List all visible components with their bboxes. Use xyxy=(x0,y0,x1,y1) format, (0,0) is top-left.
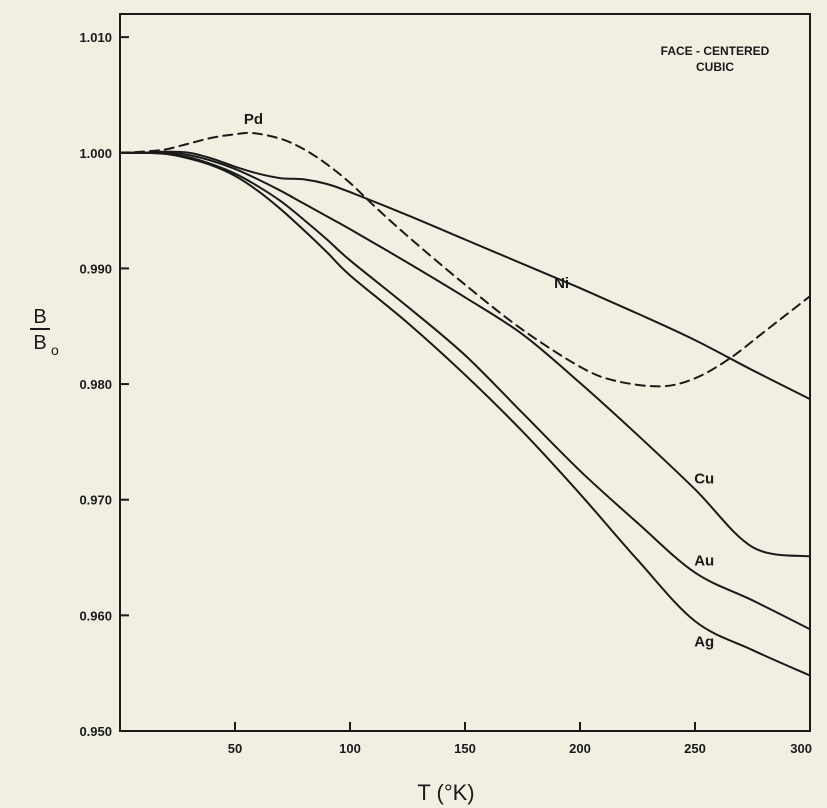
x-tick-label: 200 xyxy=(569,741,591,756)
y-axis-title: B B o xyxy=(30,306,59,358)
series-layer: Pd Ni Cu Au Ag xyxy=(119,111,811,677)
series-line-au xyxy=(119,151,811,631)
x-tick-label: 300 xyxy=(790,741,812,756)
y-tick-label: 1.000 xyxy=(79,146,112,161)
x-axis-title: T (°K) xyxy=(417,780,474,805)
y-tick-label: 0.960 xyxy=(79,608,112,623)
y-axis-subscript: o xyxy=(51,342,59,358)
y-tick-label: 0.970 xyxy=(79,493,112,508)
series-line-pd xyxy=(119,131,811,388)
series-label-ag: Ag xyxy=(694,634,714,651)
x-tick-label: 250 xyxy=(684,741,706,756)
y-tick-label: 1.010 xyxy=(79,30,112,45)
y-tick-label: 0.990 xyxy=(79,261,112,276)
series-line-ni xyxy=(119,150,811,401)
series-label-cu: Cu xyxy=(694,471,714,488)
series-label-ni: Ni xyxy=(554,275,569,292)
series-label-pd: Pd xyxy=(244,111,263,128)
x-tick-label: 100 xyxy=(339,741,361,756)
y-tick-label: 0.950 xyxy=(79,724,112,739)
tick-marks: 50 100 150 200 250 300 0.950 0.960 0.970 0.980 0.9… xyxy=(79,30,812,756)
series-line-ag xyxy=(119,151,811,677)
plot-frame xyxy=(119,13,811,732)
y-axis-denominator: B xyxy=(33,332,46,354)
series-cu: Cu xyxy=(119,151,811,558)
series-ag: Ag xyxy=(119,151,811,677)
y-tick-label: 0.980 xyxy=(79,377,112,392)
y-axis-numerator: B xyxy=(33,306,46,328)
axes xyxy=(119,13,811,732)
series-line-cu xyxy=(119,151,811,558)
x-tick-label: 150 xyxy=(454,741,476,756)
series-au: Au xyxy=(119,151,811,631)
series-pd: Pd xyxy=(119,111,811,388)
series-ni: Ni xyxy=(119,150,811,401)
series-label-au: Au xyxy=(694,553,714,570)
x-tick-label: 50 xyxy=(228,741,242,756)
annotation-line-2: CUBIC xyxy=(696,60,734,74)
annotation-line-1: FACE - CENTERED xyxy=(661,44,770,58)
